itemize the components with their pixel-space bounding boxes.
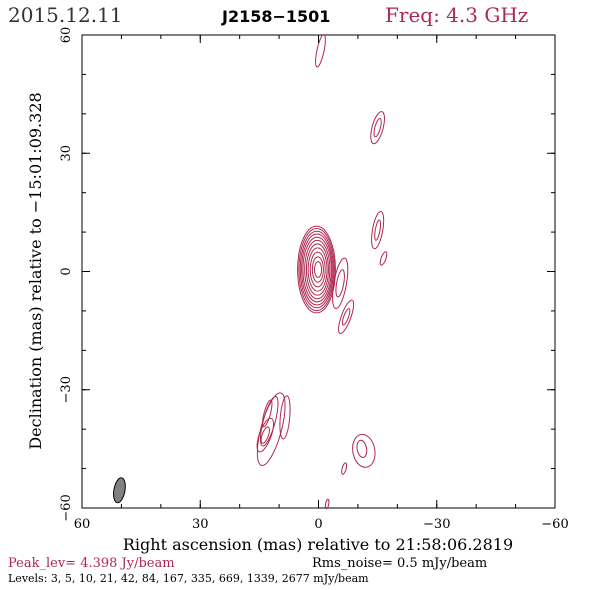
x-tick-label: 0 <box>314 517 322 532</box>
core-contour <box>313 261 323 278</box>
epoch-date: 2015.12.11 <box>8 3 123 27</box>
contour-sw-inner <box>262 399 273 428</box>
contour-lines <box>256 34 388 510</box>
x-tick-label: 30 <box>192 517 209 532</box>
beam-shape <box>113 477 126 504</box>
core-contour <box>298 228 335 312</box>
peak-level: Peak_lev= 4.398 Jy/beam <box>8 556 175 571</box>
y-axis-label: Declination (mas) relative to −15:01:09.… <box>26 92 45 449</box>
y-tick-label: 60 <box>59 27 74 44</box>
frequency-label: Freq: 4.3 GHz <box>385 3 528 27</box>
contour-lower-core-outer <box>338 299 355 335</box>
core-contour <box>302 236 332 303</box>
contour-mid-right-inner <box>374 219 382 241</box>
beam-ellipse <box>113 477 126 504</box>
contour-bottom-small <box>324 498 330 510</box>
contour-se-outer <box>352 433 376 468</box>
contour-north-top-blob <box>315 34 326 68</box>
core-contour <box>311 256 324 283</box>
plot-frame <box>81 34 556 509</box>
y-tick-label: −30 <box>59 376 74 403</box>
core-contour <box>304 239 331 300</box>
contour-north-right-outer <box>370 111 385 145</box>
contour-mid-right-small <box>379 251 388 266</box>
core-contour <box>297 225 336 314</box>
y-tick-label: −60 <box>59 494 74 521</box>
contour-core-ext-outer <box>332 257 349 310</box>
contour-lower-core-inner <box>341 308 351 326</box>
contour-north-right-inner <box>373 117 382 138</box>
contour-sw-mid <box>259 395 279 447</box>
contour-mid-right-outer <box>371 210 385 250</box>
core-contour <box>305 243 329 296</box>
contour-sw-outer <box>256 392 286 466</box>
core-contour <box>299 230 334 309</box>
y-tick-label: 0 <box>59 267 74 275</box>
source-name: J2158−1501 <box>221 7 330 26</box>
core-contour <box>309 251 326 288</box>
contour-sw-right-blob <box>279 395 291 440</box>
x-tick-label: 60 <box>74 517 91 532</box>
x-tick-label: −30 <box>423 517 450 532</box>
core-contour <box>307 247 328 292</box>
core-contour <box>301 233 333 306</box>
contour-sw-left-outer <box>256 417 275 453</box>
x-tick-label: −60 <box>541 517 568 532</box>
contour-core-ext-inner <box>335 269 345 298</box>
x-axis-label: Right ascension (mas) relative to 21:58:… <box>123 535 513 554</box>
contour-levels: Levels: 3, 5, 10, 21, 42, 84, 167, 335, … <box>8 572 369 585</box>
y-tick-label: 30 <box>59 145 74 162</box>
rms-noise: Rms_noise= 0.5 mJy/beam <box>312 556 487 571</box>
contour-se-inner <box>356 439 368 458</box>
contour-sw-left-inner <box>260 426 270 444</box>
contour-se-small <box>341 462 348 475</box>
